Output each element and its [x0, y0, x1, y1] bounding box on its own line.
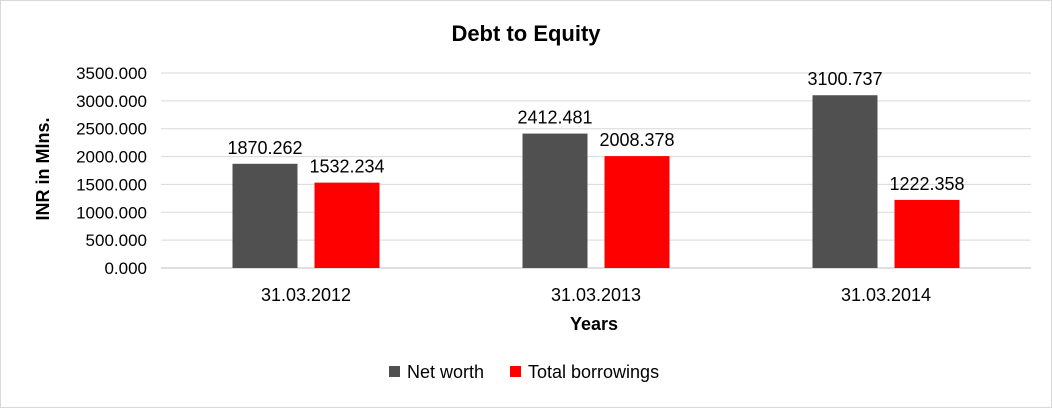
y-tick-label: 3500.000	[76, 64, 147, 83]
legend-swatch-net-worth	[389, 366, 400, 377]
bar-total-borrowings	[314, 182, 380, 268]
y-tick-label: 1000.000	[76, 203, 147, 222]
x-category-label: 31.03.2012	[261, 285, 351, 305]
x-axis-categories: 31.03.2012 31.03.2013 31.03.2014	[261, 285, 931, 305]
y-tick-label: 0.000	[104, 259, 147, 278]
bars	[232, 95, 960, 268]
bar-net-worth	[812, 95, 878, 268]
legend: Net worth Total borrowings	[389, 362, 659, 382]
y-axis-title: INR in Mlns.	[33, 118, 53, 221]
gridlines	[161, 72, 1031, 269]
legend-swatch-total-borrowings	[510, 366, 521, 377]
bar-total-borrowings	[604, 156, 670, 268]
y-tick-label: 2500.000	[76, 120, 147, 139]
y-tick-label: 1500.000	[76, 175, 147, 194]
bar-net-worth	[232, 163, 298, 268]
x-category-label: 31.03.2014	[841, 285, 931, 305]
data-label: 1532.234	[309, 157, 384, 177]
chart-title: Debt to Equity	[451, 21, 601, 46]
legend-label: Net worth	[407, 362, 484, 382]
x-axis-title: Years	[570, 314, 618, 334]
x-category-label: 31.03.2013	[551, 285, 641, 305]
data-label: 2008.378	[599, 130, 674, 150]
y-tick-label: 500.000	[86, 231, 147, 250]
bar-total-borrowings	[894, 199, 960, 268]
legend-label: Total borrowings	[528, 362, 659, 382]
data-labels: 1870.262 1532.234 2412.481 2008.378 3100.737…	[227, 69, 964, 194]
data-label: 3100.737	[807, 69, 882, 89]
y-axis-ticks: 0.000 500.000 1000.000 1500.000 2000.000 2500…	[76, 64, 147, 278]
data-label: 2412.481	[517, 108, 592, 128]
bar-net-worth	[522, 133, 588, 268]
data-label: 1222.358	[889, 174, 964, 194]
y-tick-label: 2000.000	[76, 148, 147, 167]
y-tick-label: 3000.000	[76, 92, 147, 111]
data-label: 1870.262	[227, 138, 302, 158]
